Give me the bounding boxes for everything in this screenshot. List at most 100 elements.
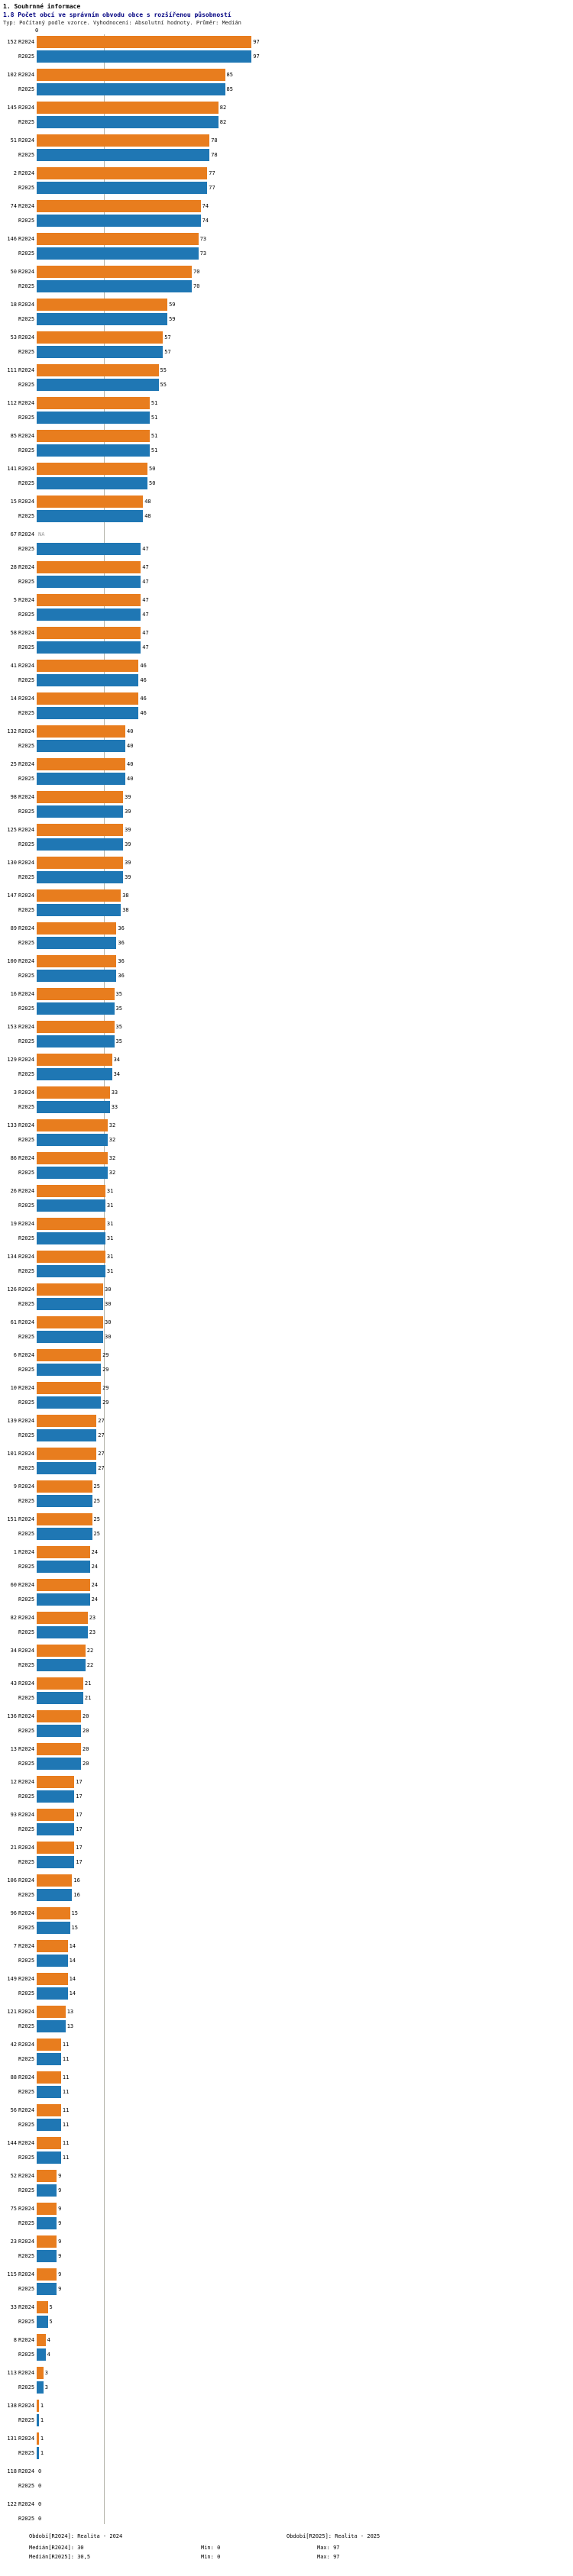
chart-group: 7 R2024 14 R2025 14	[0, 1938, 573, 1968]
bar-r2025	[37, 1330, 103, 1343]
chart-group: 28 R2024 47 R2025 47	[0, 560, 573, 589]
chart-row-r2025: R2025 78	[0, 147, 573, 162]
chart-row-r2025: R2025 9	[0, 2248, 573, 2263]
value-label: 33	[111, 1103, 118, 1110]
indicator-meta: Typ: Počítaný podle vzorce. Vyhodnocení:…	[3, 20, 241, 26]
value-label: 31	[106, 1267, 114, 1274]
category-label: 134	[7, 1253, 17, 1260]
bar-r2024	[37, 954, 117, 967]
value-label: 74	[202, 217, 209, 224]
category-label: 138	[7, 2402, 17, 2409]
bar-r2024	[37, 1381, 102, 1394]
series-label: R2025	[18, 2416, 35, 2423]
category-label: 50	[10, 268, 17, 275]
series-label: R2025	[18, 972, 35, 979]
chart-group: 16 R2024 35 R2025 35	[0, 986, 573, 1015]
value-label: 0	[38, 2468, 42, 2474]
category-label: 101	[7, 1450, 17, 1457]
series-label: R2024	[18, 465, 35, 472]
bar-r2025	[37, 1724, 81, 1737]
bar-r2025	[37, 181, 208, 194]
series-label: R2025	[18, 1366, 35, 1373]
bar-r2024	[37, 232, 199, 245]
series-label: R2025	[18, 151, 35, 158]
value-label: 40	[127, 775, 134, 782]
chart-row-r2024: 86 R2024 32	[0, 1151, 573, 1165]
bar-r2025	[37, 1166, 108, 1179]
chart-row-r2025: R2025 77	[0, 180, 573, 195]
chart-row-r2025: R2025 25	[0, 1526, 573, 1541]
chart-row-r2025: R2025 34	[0, 1067, 573, 1081]
chart-row-r2025: R2025 51	[0, 410, 573, 424]
series-label: R2025	[18, 775, 35, 782]
chart-row-r2025: R2025 24	[0, 1592, 573, 1606]
bar-r2025	[37, 50, 252, 63]
category-label: 111	[7, 366, 17, 373]
chart-group: 145 R2024 82 R2025 82	[0, 100, 573, 129]
chart-group: 15 R2024 48 R2025 48	[0, 494, 573, 523]
series-label: R2024	[18, 1712, 35, 1719]
series-label: R2025	[18, 217, 35, 224]
chart-row-r2024: 149 R2024 14	[0, 1971, 573, 1986]
chart-row-r2025: R2025 47	[0, 541, 573, 556]
chart-row-r2025: R2025 47	[0, 607, 573, 621]
series-label: R2025	[18, 1563, 35, 1570]
bar-r2024	[37, 1578, 90, 1591]
series-label: R2024	[18, 1122, 35, 1128]
series-label: R2025	[18, 939, 35, 946]
bar-r2025	[37, 1002, 115, 1015]
value-label: 15	[71, 1909, 78, 1916]
value-label: 39	[125, 859, 131, 866]
bar-r2024	[37, 757, 125, 770]
category-label: 144	[7, 2139, 17, 2146]
category-label: 125	[7, 826, 17, 833]
bar-r2025	[37, 706, 139, 719]
chart-row-r2024: 16 R2024 35	[0, 986, 573, 1001]
chart-row-r2025: R2025 15	[0, 1920, 573, 1935]
value-label: 31	[106, 1187, 114, 1194]
category-label: 149	[7, 1975, 17, 1982]
chart-row-r2024: 74 R2024 74	[0, 199, 573, 213]
value-label: 22	[86, 1647, 94, 1654]
chart-group: 122 R2024 0 R2025 0	[0, 2497, 573, 2526]
bar-r2024	[37, 1808, 75, 1821]
value-label: 27	[98, 1417, 105, 1424]
value-label: 55	[160, 366, 167, 373]
series-label: R2024	[18, 202, 35, 209]
bar-r2024	[37, 1972, 68, 1985]
chart-row-r2025: R2025 35	[0, 1001, 573, 1015]
chart-row-r2024: 61 R2024 30	[0, 1315, 573, 1329]
series-label: R2024	[18, 366, 35, 373]
series-label: R2025	[18, 315, 35, 322]
series-label: R2025	[18, 381, 35, 388]
category-label: 112	[7, 399, 17, 406]
bar-r2025	[37, 1560, 90, 1573]
chart-row-r2024: 144 R2024 11	[0, 2135, 573, 2150]
series-label: R2025	[18, 1990, 35, 1997]
value-label: 14	[69, 1942, 76, 1949]
bar-r2024	[37, 2136, 61, 2149]
value-label: 17	[76, 1778, 83, 1785]
category-label: 58	[10, 629, 17, 636]
series-label: R2025	[18, 1399, 35, 1406]
chart-row-r2024: 100 R2024 36	[0, 954, 573, 968]
series-label: R2024	[18, 1844, 35, 1851]
chart-row-r2025: R2025 3	[0, 2380, 573, 2394]
min-r2024-label: Min: 0	[201, 2545, 221, 2551]
series-label: R2024	[18, 399, 35, 406]
median-r2025-label: Medián[R2025]: 30,5	[29, 2554, 91, 2560]
series-label: R2024	[18, 137, 35, 144]
series-label: R2024	[18, 2172, 35, 2179]
chart-row-r2024: 134 R2024 31	[0, 1249, 573, 1264]
chart-row-r2025: R2025 85	[0, 82, 573, 96]
value-label: 13	[66, 2022, 74, 2029]
series-label: R2024	[18, 1516, 35, 1522]
value-label: 9	[58, 2187, 62, 2193]
category-label: 74	[10, 202, 17, 209]
category-label: 113	[7, 2369, 17, 2376]
series-label: R2024	[18, 1877, 35, 1884]
value-label: 77	[209, 184, 215, 191]
category-label: 41	[10, 662, 17, 669]
value-label: 40	[127, 742, 134, 749]
bar-r2025	[37, 608, 141, 621]
